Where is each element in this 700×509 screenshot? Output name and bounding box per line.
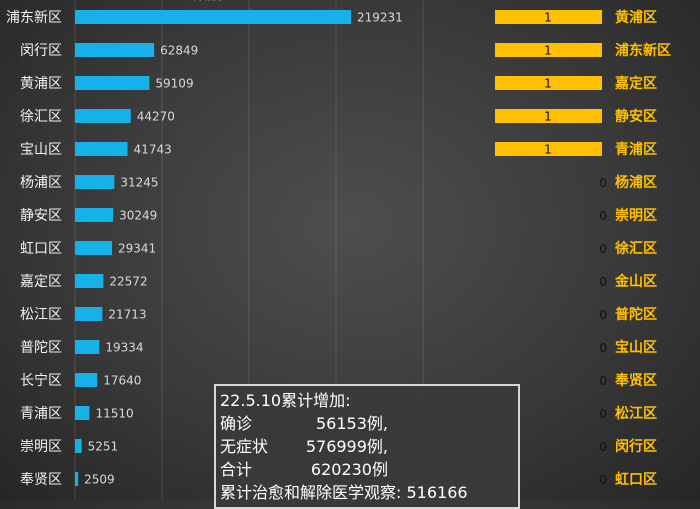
right-value-label: 0 [599, 308, 607, 322]
summary-asymptomatic-row: 无症状 576999例, [220, 435, 518, 458]
left-bar [75, 241, 112, 255]
right-category-label: 宝山区 [615, 339, 657, 356]
right-value-label: 0 [599, 242, 607, 256]
right-bar [495, 43, 602, 57]
right-category-label: 黄浦区 [615, 9, 657, 26]
left-category-label: 徐汇区 [20, 109, 62, 125]
left-category-label: 闵行区 [20, 43, 62, 59]
right-bar-series: 1 黄浦区 1 浦东新区 1 嘉定区 1 静安区 1 青浦区 0 杨浦区 0 崇明区 0 徐汇区 0 金山区 0 普陀… [495, 9, 671, 488]
right-category-label: 闵行区 [615, 438, 657, 455]
left-bar [75, 340, 100, 354]
confirmed-value: 56153例, [316, 414, 388, 433]
left-value-label: 17640 [103, 374, 141, 388]
right-value-label: 0 [599, 176, 607, 190]
right-category-label: 金山区 [614, 273, 657, 290]
right-value-label: 1 [544, 110, 552, 124]
summary-confirmed-row: 确诊 56153例, [220, 412, 518, 435]
right-category-label: 嘉定区 [614, 75, 657, 92]
right-value-label: 0 [599, 209, 607, 223]
left-category-label: 松江区 [20, 307, 62, 323]
left-category-label: 长宁区 [20, 372, 62, 389]
left-bar [75, 307, 103, 321]
left-category-label: 黄浦区 [20, 75, 62, 92]
right-value-label: 0 [599, 407, 607, 421]
left-bar [75, 175, 115, 189]
confirmed-label: 确诊 [220, 414, 253, 433]
right-value-label: 0 [599, 473, 607, 487]
left-value-label: 44270 [137, 110, 175, 124]
summary-recovered: 累计治愈和解除医学观察: 516166 [220, 483, 468, 502]
right-bar [495, 109, 602, 123]
left-bar [75, 142, 128, 156]
left-value-label: 31245 [120, 176, 158, 190]
left-value-label: 59109 [155, 77, 193, 91]
left-value-label: 62849 [160, 44, 198, 58]
right-category-label: 青浦区 [615, 141, 657, 158]
right-value-label: 1 [544, 11, 552, 25]
left-bar [75, 406, 90, 420]
left-category-label: 奉贤区 [20, 472, 62, 488]
right-category-label: 崇明区 [615, 207, 657, 224]
asymptomatic-label: 无症状 [220, 437, 269, 456]
left-value-label: 21713 [108, 308, 146, 322]
left-category-label: 虹口区 [20, 241, 62, 257]
left-bar [75, 208, 114, 222]
summary-box: 22.5.10累计增加: 确诊 56153例, 无症状 576999例, 合计 620… [214, 384, 520, 509]
right-value-label: 1 [544, 44, 552, 58]
left-value-label: 5251 [88, 440, 119, 454]
right-category-label: 静安区 [615, 108, 657, 125]
left-category-label: 杨浦区 [20, 175, 62, 191]
total-value: 620230例 [310, 460, 388, 479]
left-category-label: 静安区 [20, 208, 62, 224]
summary-title: 22.5.10累计增加: [220, 391, 351, 410]
right-value-label: 0 [599, 341, 607, 355]
left-chart-title-fragment: 一 一 一 一 一 一 数据 [80, 0, 221, 3]
left-bar [75, 274, 104, 288]
left-bar [75, 43, 155, 57]
left-category-label: 崇明区 [20, 439, 62, 455]
left-value-label: 29341 [118, 242, 156, 256]
left-value-label: 30249 [119, 209, 157, 223]
summary-total-row: 合计 620230例 [220, 458, 518, 481]
right-category-label: 杨浦区 [615, 174, 657, 191]
right-value-label: 0 [599, 374, 607, 388]
right-value-label: 0 [599, 275, 607, 289]
left-value-label: 2509 [84, 473, 115, 487]
left-bar [75, 76, 150, 90]
right-value-label: 1 [544, 77, 552, 91]
left-category-label: 普陀区 [20, 340, 62, 356]
right-category-label: 普陀区 [615, 306, 657, 323]
right-chart-title-fragment: 一 一 一 一 一 一 一 [486, 0, 613, 3]
left-bar-series: 浦东新区 219231 闵行区 62849 黄浦区 59109 徐汇区 44270 宝山区 417… [6, 10, 403, 488]
left-value-label: 219231 [357, 11, 403, 25]
right-value-label: 1 [544, 143, 552, 157]
left-category-label: 嘉定区 [20, 274, 62, 290]
right-category-label: 徐汇区 [614, 240, 657, 257]
total-label: 合计 [220, 460, 253, 479]
left-category-label: 青浦区 [20, 406, 62, 422]
right-bar [495, 76, 602, 90]
left-category-label: 浦东新区 [6, 10, 62, 26]
right-bar [495, 142, 602, 156]
left-value-label: 19334 [105, 341, 143, 355]
left-bar [75, 10, 351, 24]
left-bar [75, 439, 82, 453]
right-category-label: 奉贤区 [615, 372, 657, 389]
left-bar [75, 472, 79, 486]
asymptomatic-value: 576999例, [305, 437, 388, 456]
right-category-label: 浦东新区 [615, 42, 671, 59]
left-value-label: 11510 [95, 407, 133, 421]
left-value-label: 41743 [134, 143, 172, 157]
right-category-label: 虹口区 [615, 472, 657, 488]
right-bar [495, 10, 602, 24]
left-value-label: 22572 [109, 275, 147, 289]
left-bar [75, 373, 98, 387]
right-value-label: 0 [599, 440, 607, 454]
right-category-label: 松江区 [615, 405, 657, 422]
left-bar [75, 109, 131, 123]
left-category-label: 宝山区 [20, 142, 62, 158]
